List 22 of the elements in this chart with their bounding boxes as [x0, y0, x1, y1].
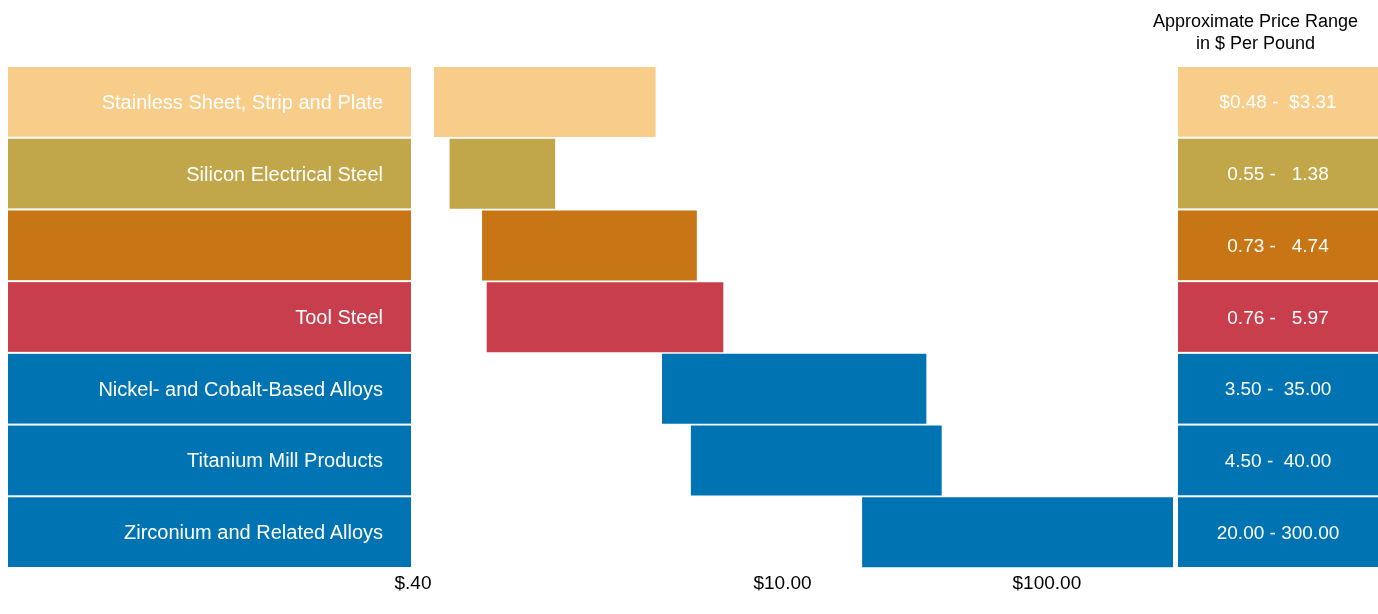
- y-tick-label: Stainless Sheet, Strip and Plate: [101, 90, 383, 113]
- bar: [449, 138, 556, 209]
- bar: [662, 353, 927, 424]
- text: 3.50 - 35.00: [1224, 378, 1332, 400]
- text: 0.73 - 4.74: [1227, 234, 1330, 256]
- y-tick-label: Nickel- and Cobalt-Based Alloys: [98, 377, 383, 400]
- text: 0.76 - 5.97: [1227, 306, 1329, 328]
- text: 0.55 - 1.38: [1227, 163, 1329, 185]
- bar: [433, 67, 656, 137]
- text: Approximate Price Range in $ Per Pound: [1151, 10, 1360, 54]
- text: $0.48 - $3.31: [1219, 91, 1337, 113]
- text: 4.50 - 40.00: [1224, 449, 1332, 471]
- y-tick-label: Zirconium and Related Alloys: [123, 521, 383, 544]
- y-tick-label: Silicon Electrical Steel: [186, 162, 383, 185]
- y-tick-label: Titanium Mill Products: [187, 449, 383, 472]
- text: 20.00 - 300.00: [1216, 521, 1340, 543]
- x-tick-label: $.40: [394, 572, 432, 594]
- y-tick-label: Tool Steel: [295, 306, 383, 328]
- bar: [482, 210, 697, 281]
- x-tick-label: $10.00: [753, 572, 812, 594]
- x-tick-label: $100.00: [1012, 572, 1082, 594]
- bar: [486, 282, 724, 353]
